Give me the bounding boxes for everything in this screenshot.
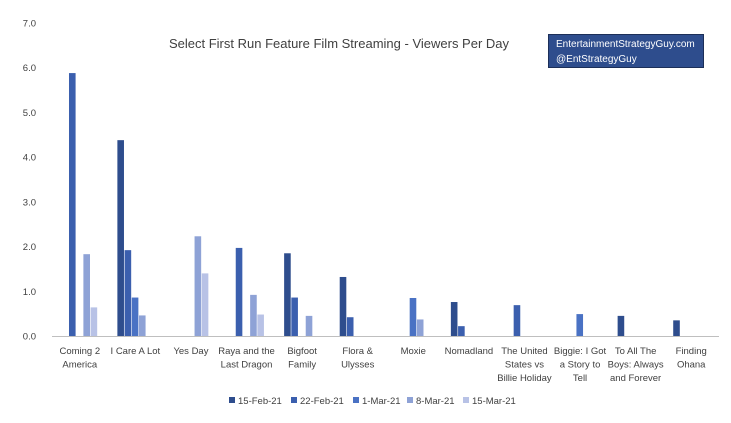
x-category-label: Bigfoot Family (287, 346, 317, 371)
bar (339, 276, 347, 336)
bar (83, 254, 90, 336)
bar (124, 250, 132, 336)
bar (194, 236, 202, 336)
bar (250, 294, 257, 336)
y-tick-label: 3.0 (23, 197, 36, 208)
y-axis: 0.0 1.0 2.0 3.0 4.0 5.0 6.0 7.0 (23, 19, 36, 343)
x-category-label: Moxie (401, 346, 426, 357)
x-category-label: Nomadland (445, 346, 494, 357)
bar (201, 273, 209, 336)
x-category-label: The United States vs Billie Holiday (497, 346, 552, 384)
x-category-label: Flora & Ulysses (341, 346, 375, 371)
x-category-label: Yes Day (173, 346, 208, 357)
bar (131, 297, 139, 336)
chart-title: Select First Run Feature Film Streaming … (169, 36, 510, 51)
bar (409, 297, 417, 336)
legend-swatch (463, 397, 469, 403)
legend-label: 15-Mar-21 (472, 396, 516, 407)
legend-label: 22-Feb-21 (300, 396, 344, 407)
x-axis: Coming 2 America I Care A Lot Yes Day Raya a… (52, 336, 719, 384)
y-tick-label: 6.0 (23, 63, 36, 74)
legend-label: 1-Mar-21 (362, 396, 401, 407)
legend: 15-Feb-21 22-Feb-21 1-Mar-21 8-Mar-21 15-Mar… (229, 396, 516, 407)
bar (257, 314, 264, 336)
bar (117, 140, 124, 336)
bar (416, 319, 424, 336)
legend-swatch (407, 397, 413, 403)
bar (68, 73, 76, 336)
legend-swatch (229, 397, 235, 403)
bar (138, 315, 146, 336)
x-category-label: I Care A Lot (111, 346, 161, 357)
bar (235, 247, 243, 336)
legend-swatch (353, 397, 359, 403)
source-handle: @EntStrategyGuy (556, 54, 637, 65)
bar (346, 317, 354, 336)
source-website: EntertainmentStrategyGuy.com (556, 39, 695, 50)
bars (68, 73, 680, 336)
source-credit-box: EntertainmentStrategyGuy.com @EntStrateg… (548, 34, 704, 68)
legend-label: 15-Feb-21 (238, 396, 282, 407)
bar (673, 320, 680, 336)
bar (576, 314, 584, 336)
bar (284, 253, 291, 336)
bar (513, 305, 521, 336)
x-category-label: Finding Ohana (676, 346, 707, 371)
x-category-label: Coming 2 America (59, 346, 100, 371)
bar (450, 302, 458, 336)
bar (305, 315, 313, 336)
y-tick-label: 4.0 (23, 153, 36, 164)
bar (90, 307, 98, 336)
x-category-label: Raya and the Last Dragon (218, 346, 275, 371)
bar (291, 297, 298, 336)
y-tick-label: 5.0 (23, 108, 36, 119)
bar (458, 326, 465, 336)
x-category-label: To All The Boys: Always and Forever (608, 346, 664, 384)
y-tick-label: 0.0 (23, 332, 36, 343)
legend-label: 8-Mar-21 (416, 396, 455, 407)
y-tick-label: 2.0 (23, 242, 36, 253)
y-tick-label: 7.0 (23, 19, 36, 30)
y-tick-label: 1.0 (23, 287, 36, 298)
bar (617, 315, 625, 336)
legend-swatch (291, 397, 297, 403)
x-category-label: Biggie: I Got a Story to Tell (554, 346, 607, 384)
